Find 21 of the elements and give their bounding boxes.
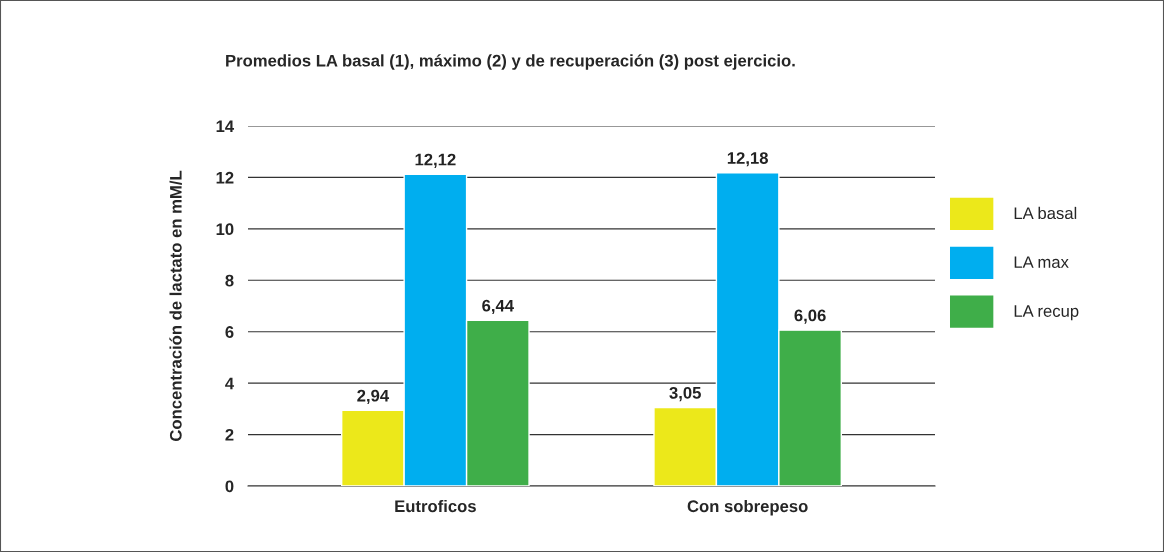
legend-label: LA recup xyxy=(1014,305,1079,321)
y-tick-label: 0 xyxy=(225,480,234,493)
x-tick-label: Eutroficos xyxy=(395,499,476,513)
y-tick-label: 10 xyxy=(216,223,234,236)
y-axis-title: Concentración de lactato en mM/L xyxy=(169,170,182,441)
legend-label: LA basal xyxy=(1014,206,1077,220)
y-tick-label: 12 xyxy=(216,171,234,184)
data-label: 2,94 xyxy=(357,389,390,404)
y-tick-label: 8 xyxy=(225,274,234,287)
data-label: 12,18 xyxy=(727,152,768,167)
y-tick-label: 6 xyxy=(225,326,234,338)
data-label: 3,05 xyxy=(669,386,701,402)
y-tick-label: 14 xyxy=(216,120,235,133)
data-label: 12,12 xyxy=(415,153,456,168)
chart-title: Promedios LA basal (1), máximo (2) y de recuperación (3) post ejercicio. xyxy=(226,54,795,70)
x-tick-label: Con sobrepeso xyxy=(687,499,808,516)
y-tick-label: 4 xyxy=(225,377,235,390)
data-label: 6,06 xyxy=(794,309,826,324)
data-label: 6,44 xyxy=(482,299,514,314)
legend-label: LA max xyxy=(1014,256,1069,269)
y-tick-label: 2 xyxy=(225,428,234,441)
